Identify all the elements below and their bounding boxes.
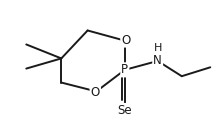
Text: O: O — [121, 34, 131, 46]
Text: N: N — [153, 54, 162, 67]
Text: Se: Se — [118, 104, 132, 117]
Text: H: H — [154, 43, 162, 53]
Text: O: O — [91, 86, 100, 99]
Text: P: P — [121, 63, 128, 76]
